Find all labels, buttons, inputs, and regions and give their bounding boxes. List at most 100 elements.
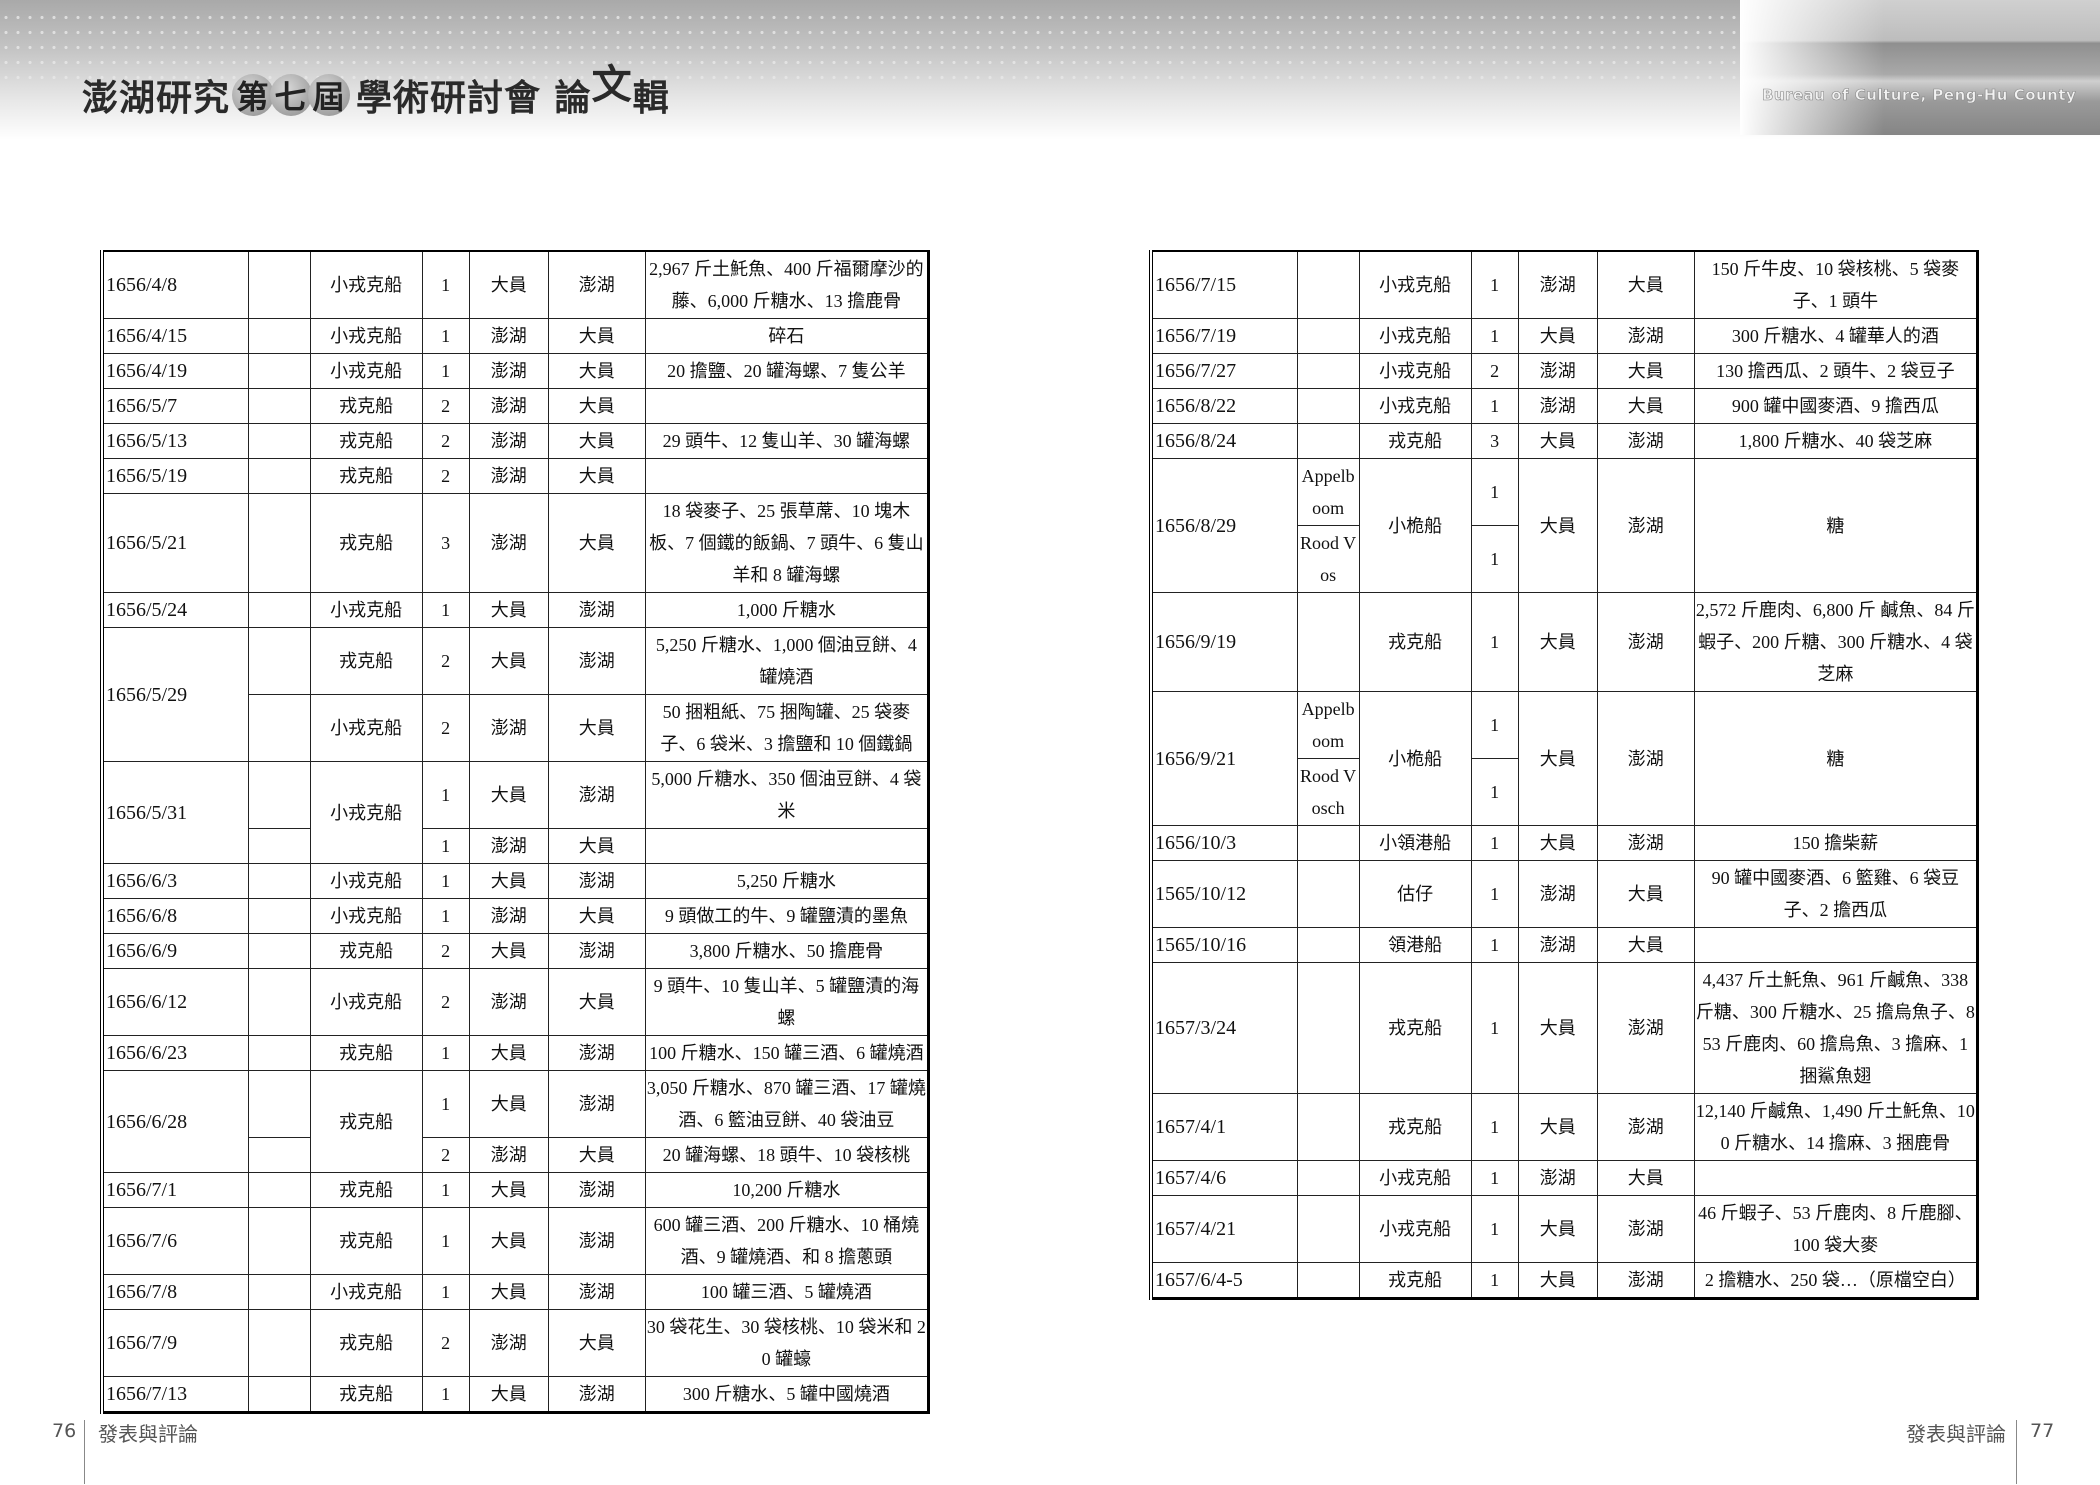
count-cell: 1 [421,1207,470,1275]
table-row: 1656/5/29 戎克船 2 大員 澎湖 5,250 斤糖水、1,000 個油豆餅、4 … [101,627,930,762]
count-cell: 1 [1470,458,1519,526]
cargo-cell: 300 斤糖水、5 罐中國燒酒 [644,1376,930,1413]
date-cell: 1656/7/19 [1150,318,1298,354]
cargo-cell: 12,140 斤鹹魚、1,490 斤土魠魚、100 斤糖水、14 擔麻、3 捆鹿… [1693,1093,1979,1161]
origin-cell: 大員 [468,592,549,628]
count-cell: 3 [1470,423,1519,459]
origin-cell: 澎湖 [468,968,549,1036]
ship-name-cell: Rood Vos [1296,525,1360,593]
ship-type-cell: 戎克船 [309,458,423,494]
count-cell: 1 [1470,1093,1519,1161]
ship-type-cell: 戎克船 [309,1376,423,1413]
ship-name-cell [1296,318,1360,354]
date-cell: 1656/6/3 [101,863,249,899]
origin-cell: 澎湖 [468,423,549,459]
origin-cell: 澎湖 [468,828,549,864]
table-row: 1656/8/22 小戎克船 1 澎湖 大員 900 罐中國麥酒、9 擔西瓜 [1150,388,1979,424]
table-row: 1656/7/9 戎克船 2 澎湖 大員 30 袋花生、30 袋核桃、10 袋米和 20 … [101,1309,930,1377]
date-cell: 1656/4/19 [101,353,249,389]
header-landscape-photo [1740,0,2100,135]
destination-cell: 澎湖 [547,1035,646,1071]
cargo-cell: 100 罐三酒、5 罐燒酒 [644,1274,930,1310]
table-row: 1657/4/21 小戎克船 1 大員 澎湖 46 斤蝦子、53 斤鹿肉、8 斤鹿腳、10… [1150,1195,1979,1263]
destination-cell: 澎湖 [547,933,646,969]
edition-char: 屆 [308,74,351,116]
origin-cell: 澎湖 [1517,1160,1598,1196]
ship-type-cell: 小戎克船 [1358,353,1472,389]
ship-name-cell [1296,1195,1360,1263]
date-cell: 1656/6/23 [101,1035,249,1071]
destination-cell: 澎湖 [547,592,646,628]
cargo-cell [1693,927,1979,963]
table-row: 1656/6/9 戎克船 2 大員 澎湖 3,800 斤糖水、50 擔鹿骨 [101,933,930,969]
count-cell: 1 [421,1035,470,1071]
ship-type-cell: 小戎克船 [1358,1160,1472,1196]
cargo-cell: 糖 [1693,691,1979,826]
ship-name-cell: Rood Vosch [1296,758,1360,826]
count-cell: 1 [1470,1195,1519,1263]
count-cell: 1 [1470,592,1519,692]
count-cell: 1 [421,1376,470,1413]
table-row: Rood Vos 1 [1151,525,1978,593]
count-cell: 1 [1470,927,1519,963]
cargo-cell: 18 袋麥子、25 張草蓆、10 塊木板、7 個鐵的飯鍋、7 頭牛、6 隻山羊和… [644,493,930,593]
date-cell: 1656/5/31 [101,761,249,864]
count-cell: 1 [1470,962,1519,1094]
ship-name-cell [247,388,311,424]
ship-type-cell: 戎克船 [1358,962,1472,1094]
destination-cell: 大員 [1596,353,1695,389]
table-row: 1656/6/23 戎克船 1 大員 澎湖 100 斤糖水、150 罐三酒、6 罐燒酒 [101,1035,930,1071]
destination-cell: 大員 [1596,1160,1695,1196]
origin-cell: 澎湖 [468,1309,549,1377]
origin-cell: 澎湖 [468,898,549,934]
date-cell: 1657/3/24 [1150,962,1298,1094]
table-row: 1656/7/19 小戎克船 1 大員 澎湖 300 斤糖水、4 罐華人的酒 [1150,318,1979,354]
publication-title: 澎湖研究 第 七 屆 學術研討會 論 文 輯 [82,62,670,124]
table-row: 2 澎湖 大員 20 罐海螺、18 頭牛、10 袋核桃 [102,1137,930,1173]
cargo-cell: 50 捆粗紙、75 捆陶罐、25 袋麥子、6 袋米、3 擔鹽和 10 個鐵鍋 [644,694,930,762]
ship-name-cell [247,1070,311,1138]
origin-cell: 大員 [1517,825,1598,861]
table-row: 1657/4/1 戎克船 1 大員 澎湖 12,140 斤鹹魚、1,490 斤土魠魚、10… [1150,1093,1979,1161]
table-row: 1656/9/21 Appelboom 小桅船 1 大員 澎湖糖 [1150,691,1979,826]
origin-cell: 大員 [468,1207,549,1275]
cargo-cell: 900 罐中國麥酒、9 擔西瓜 [1693,388,1979,424]
section-label-right: 發表與評論 [1906,1422,2006,1446]
destination-cell: 大員 [547,1309,646,1377]
ship-name-cell [247,1207,311,1275]
destination-cell: 澎湖 [1596,458,1695,593]
ship-name-cell [247,1172,311,1208]
voyage-table-left: 1656/4/8 小戎克船 1 大員 澎湖 2,967 斤土魠魚、400 斤福爾摩沙的藤、… [100,250,930,1414]
table-row: 1656/8/29 Appelboom 小桅船 1 大員 澎湖糖 [1150,458,1979,593]
table-row: 1656/9/19 戎克船 1 大員 澎湖 2,572 斤鹿肉、6,800 斤 鹹魚、84… [1150,592,1979,692]
ship-name-cell [247,933,311,969]
date-cell: 1656/6/12 [101,968,249,1036]
table-row: 1656/5/24 小戎克船 1 大員 澎湖 1,000 斤糖水 [101,592,930,628]
destination-cell: 大員 [547,318,646,354]
ship-type-cell: 小戎克船 [309,318,423,354]
ship-name-cell [247,458,311,494]
edition-char: 第 [232,74,275,116]
destination-cell: 澎湖 [1596,1093,1695,1161]
ship-name-cell [247,318,311,354]
destination-cell: 澎湖 [547,627,646,695]
count-cell: 1 [1470,250,1519,319]
destination-cell: 澎湖 [1596,1195,1695,1263]
table-row: 1656/7/13 戎克船 1 大員 澎湖 300 斤糖水、5 罐中國燒酒 [101,1376,930,1413]
ship-type-cell: 戎克船 [309,627,423,695]
ship-type-cell: 估仔 [1358,860,1472,928]
ship-name-cell [247,1137,311,1173]
count-cell: 1 [421,1172,470,1208]
ship-name-cell [247,694,311,762]
ship-type-cell: 小戎克船 [309,250,423,319]
table-row: 1657/4/6 小戎克船 1 澎湖 大員 [1150,1160,1979,1196]
origin-cell: 大員 [468,1070,549,1138]
count-cell: 1 [1470,1160,1519,1196]
ship-type-cell: 領港船 [1358,927,1472,963]
cargo-cell: 5,250 斤糖水、1,000 個油豆餅、4 罐燒酒 [644,627,930,695]
cargo-cell: 碎石 [644,318,930,354]
origin-cell: 大員 [468,863,549,899]
ship-name-cell [1296,353,1360,389]
count-cell: 2 [421,423,470,459]
ship-name-cell [247,592,311,628]
